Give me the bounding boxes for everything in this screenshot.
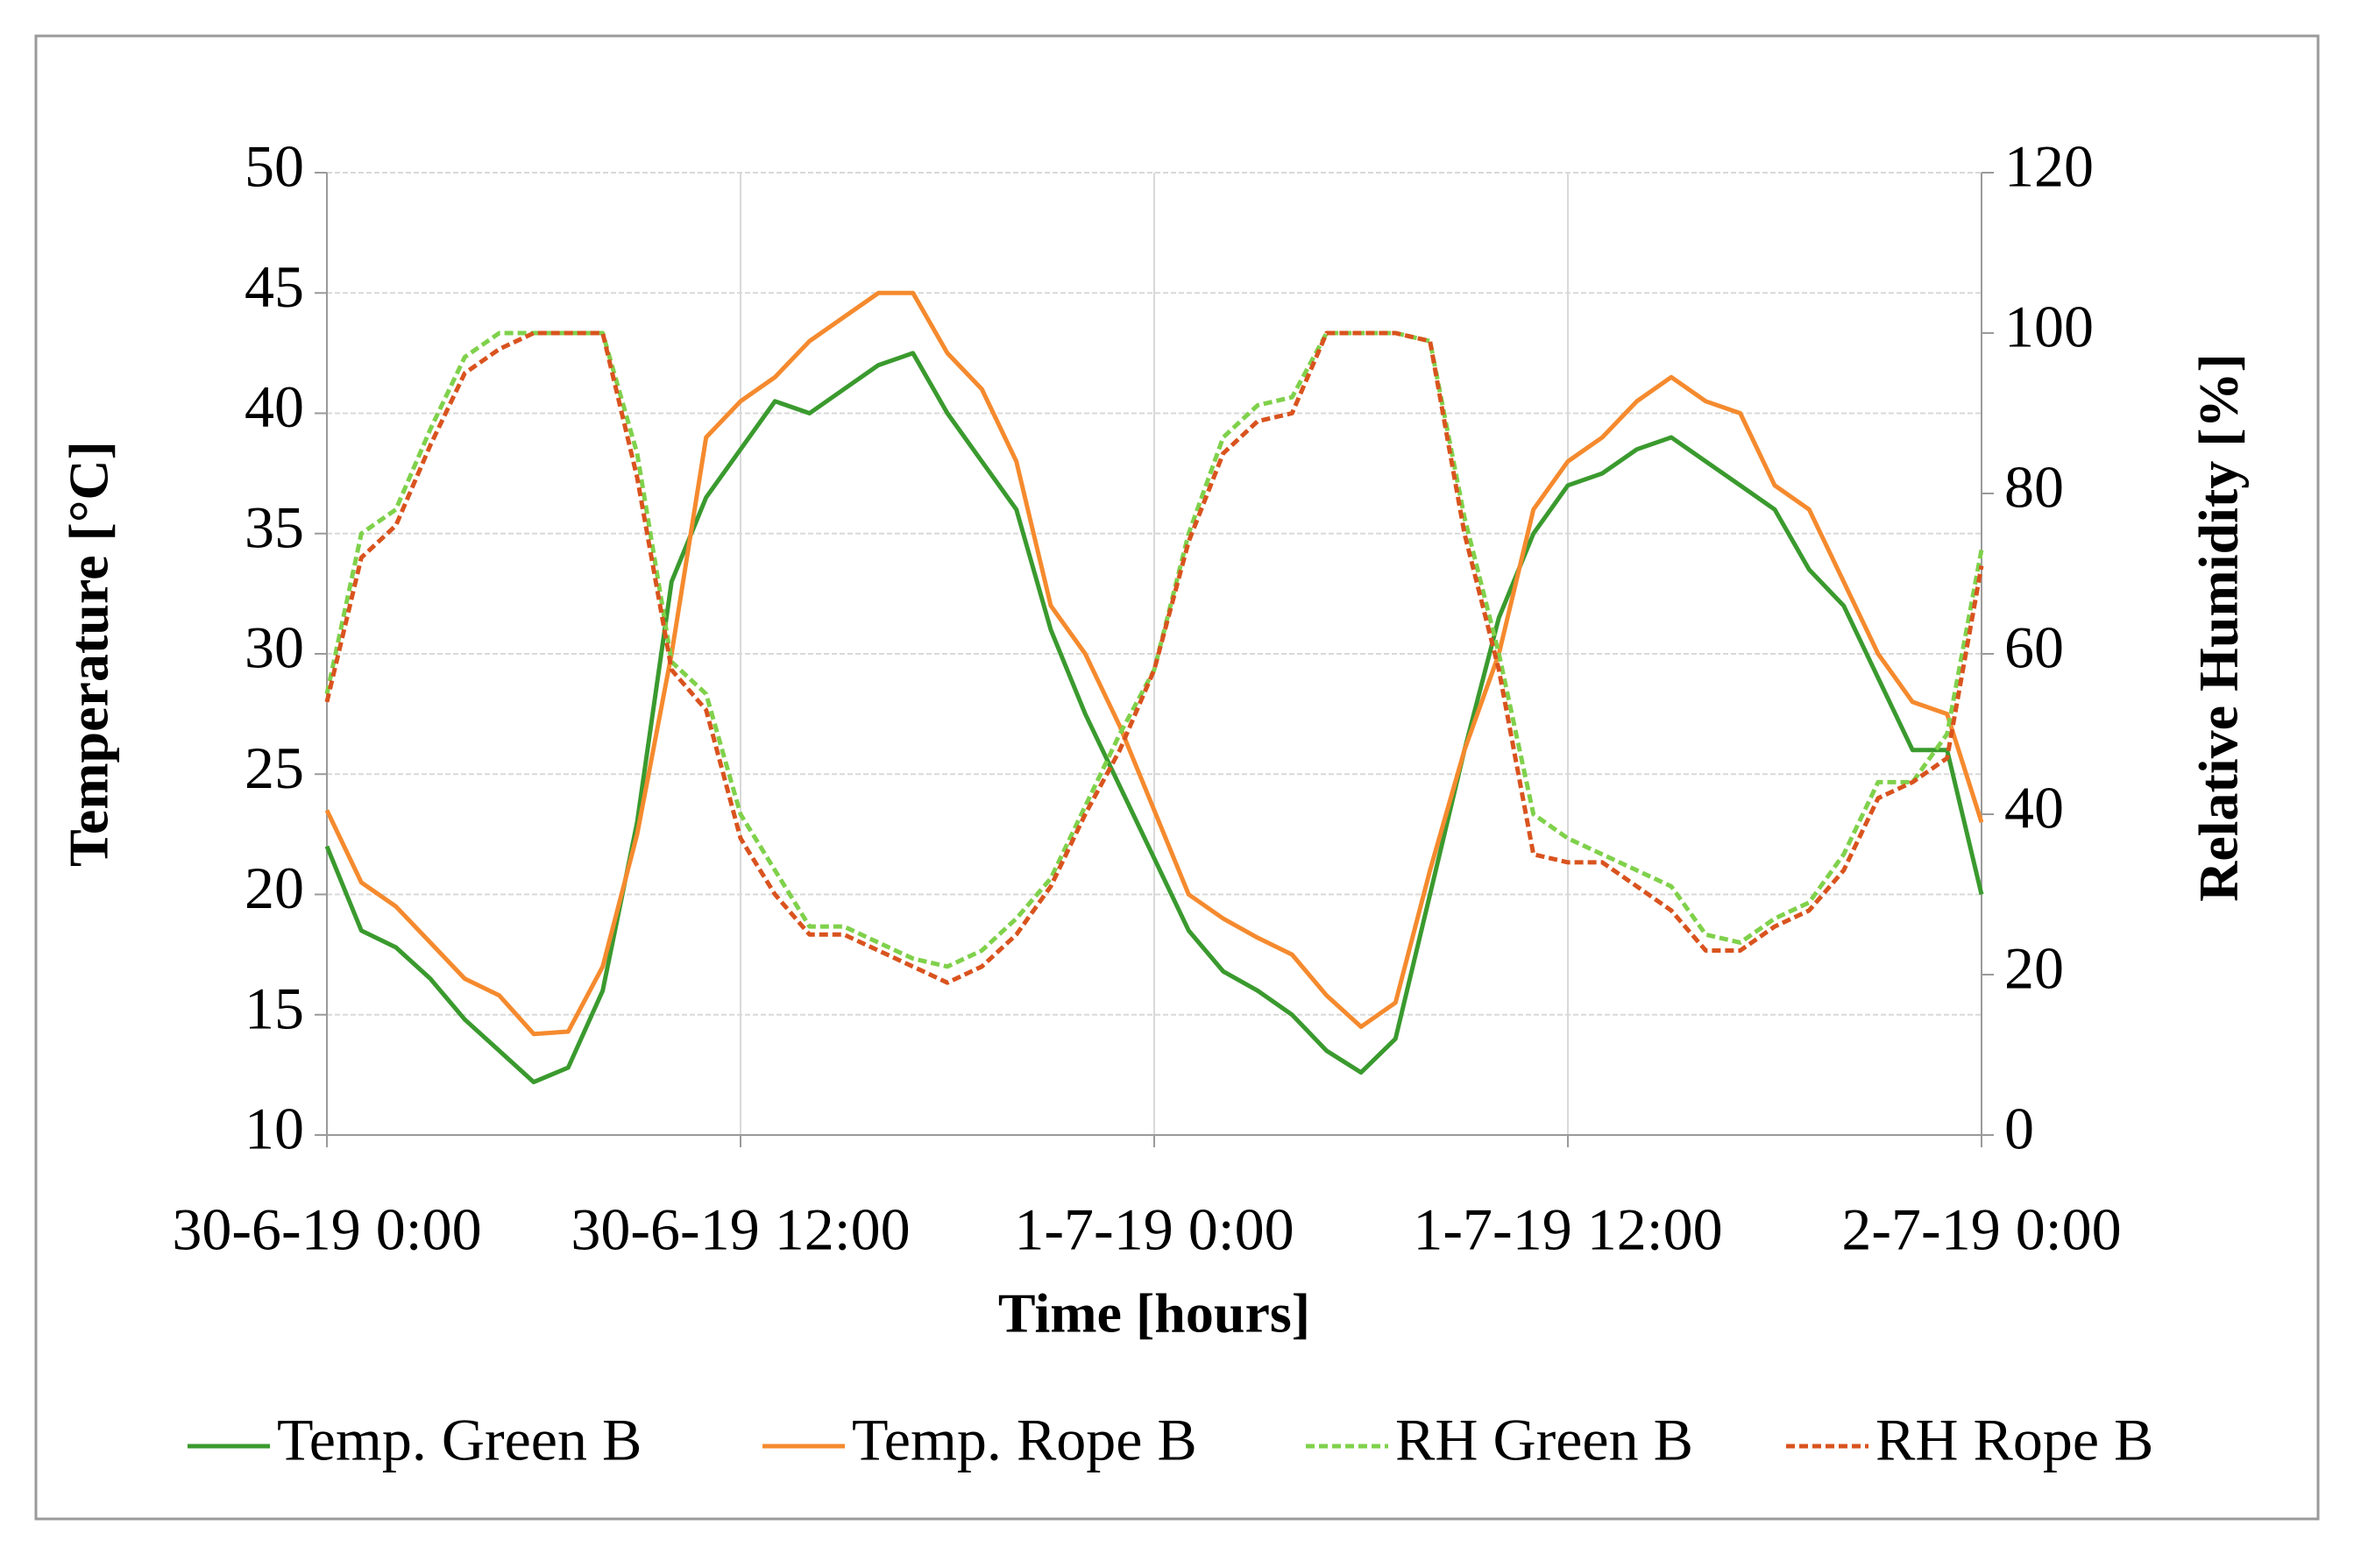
y2-tick-label: 60 bbox=[2004, 614, 2064, 681]
y-tick-label: 40 bbox=[245, 373, 304, 440]
y2-axis-title: Relative Humidity [%] bbox=[2187, 353, 2250, 902]
x-tick-label: 30-6-19 12:00 bbox=[571, 1196, 910, 1263]
x-tick-label: 30-6-19 0:00 bbox=[172, 1196, 481, 1263]
chart-border bbox=[34, 34, 2320, 1521]
y2-tick-label: 80 bbox=[2004, 454, 2064, 521]
series-line bbox=[324, 351, 1984, 1085]
y-axis-title: Temperature [°C] bbox=[58, 441, 120, 867]
legend-label: RH Rope B bbox=[1875, 1407, 2153, 1473]
y2-tick-label: 20 bbox=[2004, 935, 2064, 1002]
x-axis-title: Time [hours] bbox=[998, 1282, 1310, 1345]
series-line bbox=[324, 330, 1984, 985]
series-line bbox=[324, 290, 1984, 1037]
x-tick-label: 2-7-19 0:00 bbox=[1841, 1196, 2121, 1263]
y-tick-label: 45 bbox=[245, 253, 304, 320]
y2-tick-label: 0 bbox=[2004, 1096, 2034, 1162]
y-tick-label: 10 bbox=[245, 1096, 304, 1162]
legend-label: RH Green B bbox=[1395, 1407, 1693, 1473]
y-tick-label: 25 bbox=[245, 734, 304, 801]
y2-tick-label: 120 bbox=[2004, 133, 2094, 200]
x-tick-label: 1-7-19 12:00 bbox=[1413, 1196, 1722, 1263]
y-tick-label: 50 bbox=[245, 133, 304, 200]
series-line bbox=[324, 330, 1984, 969]
legend-label: Temp. Green B bbox=[277, 1407, 642, 1473]
legend-label: Temp. Rope B bbox=[852, 1407, 1197, 1473]
x-tick-label: 1-7-19 0:00 bbox=[1014, 1196, 1294, 1263]
y-tick-label: 15 bbox=[245, 975, 304, 1041]
y-tick-label: 20 bbox=[245, 855, 304, 921]
y-tick-label: 30 bbox=[245, 614, 304, 681]
y2-tick-label: 100 bbox=[2004, 294, 2094, 360]
y-tick-label: 35 bbox=[245, 493, 304, 560]
y2-tick-label: 40 bbox=[2004, 775, 2064, 841]
